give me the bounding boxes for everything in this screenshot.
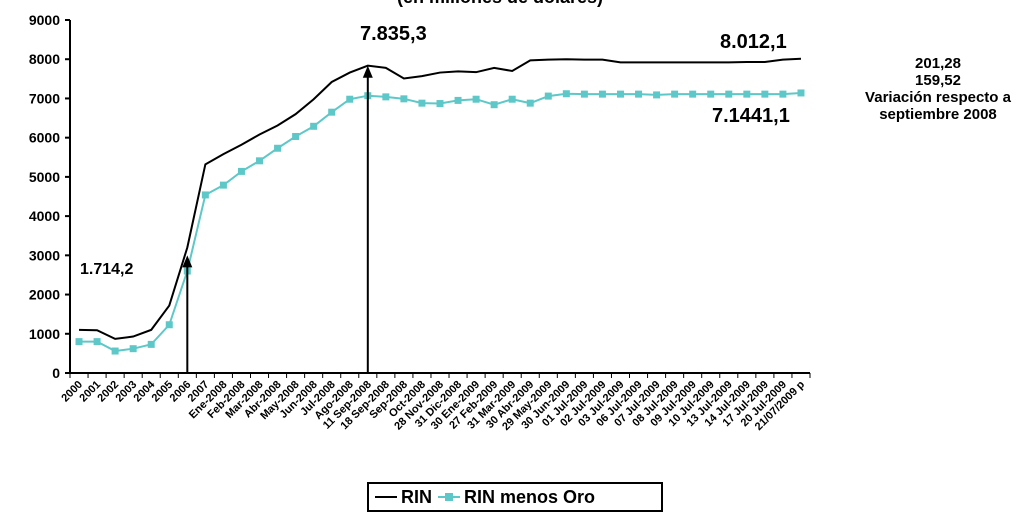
data-point-rin-menos-oro xyxy=(346,95,354,103)
data-point-rin-menos-oro xyxy=(761,90,769,98)
variation-label-1: Variación respecto a xyxy=(865,89,1011,106)
data-point-rin-menos-oro xyxy=(562,90,570,98)
variation-rin: 201,28 xyxy=(915,55,961,72)
data-point-rin-menos-oro xyxy=(274,144,282,152)
legend-swatch-rin-menos-oro xyxy=(438,491,460,503)
data-point-rin-menos-oro xyxy=(743,90,751,98)
variation-label-2: septiembre 2008 xyxy=(879,106,997,123)
data-point-rin-menos-oro xyxy=(544,92,552,100)
data-point-rin-menos-oro xyxy=(219,181,227,189)
data-point-rin-menos-oro xyxy=(454,96,462,104)
annotation-peak-value: 7.835,3 xyxy=(360,23,427,45)
arrow-2006-head xyxy=(182,255,193,268)
data-point-rin-menos-oro xyxy=(779,90,787,98)
data-point-rin-menos-oro xyxy=(400,95,408,103)
data-point-rin-menos-oro xyxy=(129,345,137,353)
y-tick-label: 9000 xyxy=(29,12,60,28)
y-tick-label: 4000 xyxy=(29,208,60,224)
data-point-rin-menos-oro xyxy=(580,90,588,98)
data-point-rin-menos-oro xyxy=(689,90,697,98)
y-tick-label: 7000 xyxy=(29,90,60,106)
data-point-rin-menos-oro xyxy=(382,93,390,101)
data-point-rin-menos-oro xyxy=(328,108,336,116)
annotation-end-rin-menos-oro: 7.1441,1 xyxy=(712,105,790,127)
data-point-rin-menos-oro xyxy=(598,90,606,98)
legend-label-rin: RIN xyxy=(401,486,432,507)
y-tick-label: 2000 xyxy=(29,287,60,303)
legend-item-rin-menos-oro: RIN menos Oro xyxy=(438,487,595,508)
arrow-sep-2008-head xyxy=(362,65,373,78)
data-point-rin-menos-oro xyxy=(75,338,83,346)
variation-note: 201,28 159,52 Variación respecto a septi… xyxy=(858,55,1018,123)
y-tick-label: 3000 xyxy=(29,247,60,263)
data-point-rin-menos-oro xyxy=(165,321,173,329)
data-point-rin-menos-oro xyxy=(472,95,480,103)
data-point-rin-menos-oro xyxy=(490,101,498,109)
data-point-rin-menos-oro xyxy=(797,89,805,97)
data-point-rin-menos-oro xyxy=(292,132,300,140)
data-point-rin-menos-oro xyxy=(310,122,318,130)
data-point-rin-menos-oro xyxy=(147,340,155,348)
data-point-rin-menos-oro xyxy=(256,157,264,165)
y-tick-label: 5000 xyxy=(29,169,60,185)
annotation-end-rin: 8.012,1 xyxy=(720,31,787,53)
data-point-rin-menos-oro xyxy=(707,90,715,98)
data-point-rin-menos-oro xyxy=(93,338,101,346)
legend-swatch-rin xyxy=(375,491,397,503)
data-point-rin-menos-oro xyxy=(237,167,245,175)
data-point-rin-menos-oro xyxy=(436,100,444,108)
data-point-rin-menos-oro xyxy=(671,90,679,98)
data-point-rin-menos-oro xyxy=(653,91,661,99)
y-tick-label: 6000 xyxy=(29,130,60,146)
chart-title: (en millones de dólares) xyxy=(300,0,700,8)
data-point-rin-menos-oro xyxy=(508,95,516,103)
data-point-rin-menos-oro xyxy=(418,99,426,107)
series-line-rin xyxy=(79,57,802,340)
data-point-rin-menos-oro xyxy=(201,191,209,199)
legend-label-rin-menos-oro: RIN menos Oro xyxy=(464,486,596,507)
legend: RIN RIN menos Oro xyxy=(367,482,663,512)
variation-rin-menos-oro: 159,52 xyxy=(915,72,961,89)
annotation-start-value: 1.714,2 xyxy=(80,261,133,278)
data-point-rin-menos-oro xyxy=(635,90,643,98)
y-tick-label: 1000 xyxy=(29,326,60,342)
data-point-rin-menos-oro xyxy=(111,347,119,355)
y-tick-label: 8000 xyxy=(29,51,60,67)
data-point-rin-menos-oro xyxy=(526,99,534,107)
data-point-rin-menos-oro xyxy=(725,90,733,98)
data-point-rin-menos-oro xyxy=(616,90,624,98)
legend-item-rin: RIN xyxy=(375,487,432,508)
y-tick-label: 0 xyxy=(52,365,60,381)
